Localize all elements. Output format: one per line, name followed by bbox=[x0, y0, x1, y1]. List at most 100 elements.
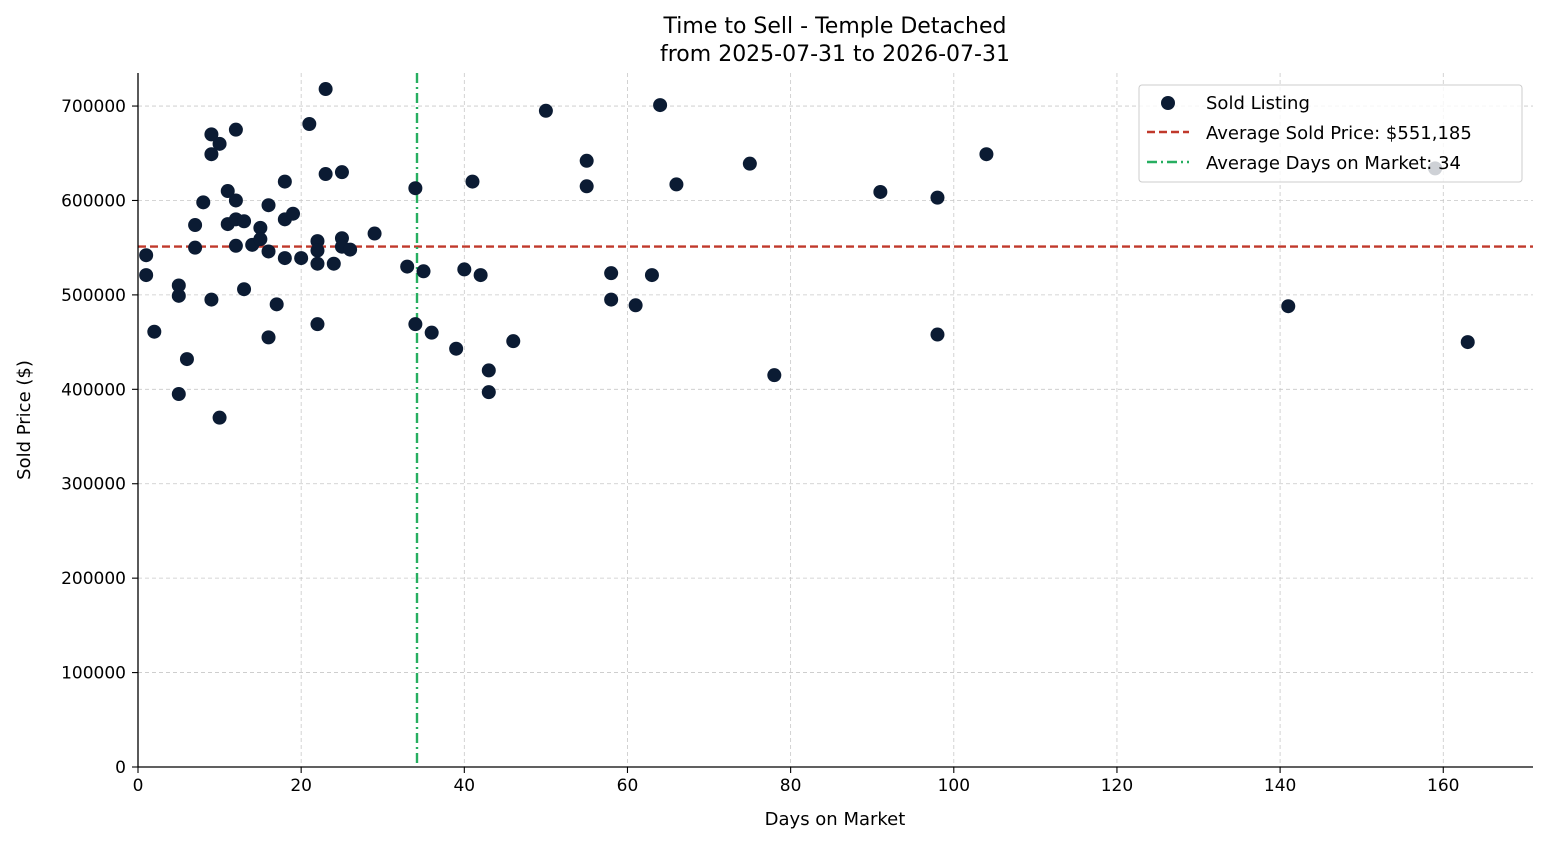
data-point bbox=[147, 324, 162, 339]
data-point bbox=[237, 214, 252, 229]
legend-label-sold-listing: Sold Listing bbox=[1206, 93, 1310, 114]
data-point bbox=[449, 341, 464, 356]
data-point bbox=[742, 156, 757, 171]
data-point bbox=[294, 251, 309, 266]
y-tick-label: 0 bbox=[115, 758, 126, 778]
y-tick-label: 200000 bbox=[61, 569, 126, 589]
data-points bbox=[139, 82, 1475, 425]
data-point bbox=[261, 244, 276, 259]
data-point bbox=[400, 259, 415, 274]
data-point bbox=[212, 410, 227, 425]
data-point bbox=[326, 256, 341, 271]
y-tick-label: 500000 bbox=[61, 286, 126, 306]
legend-label-average-days: Average Days on Market: 34 bbox=[1206, 153, 1461, 174]
data-point bbox=[212, 136, 227, 151]
data-point bbox=[873, 184, 888, 199]
axes bbox=[137, 73, 1533, 768]
data-point bbox=[139, 268, 154, 283]
data-point bbox=[481, 363, 496, 378]
data-point bbox=[979, 147, 994, 162]
data-point bbox=[237, 282, 252, 297]
chart-title: Time to Sell - Temple Detached bbox=[663, 14, 1007, 39]
data-point bbox=[465, 174, 480, 189]
data-point bbox=[343, 242, 358, 257]
data-point bbox=[196, 195, 211, 210]
data-point bbox=[644, 268, 659, 283]
data-point bbox=[220, 184, 235, 199]
data-point bbox=[228, 193, 243, 208]
data-point bbox=[473, 268, 488, 283]
data-point bbox=[408, 317, 423, 332]
legend-box bbox=[1138, 84, 1523, 183]
data-point bbox=[604, 266, 619, 281]
data-point bbox=[310, 243, 325, 258]
data-point bbox=[253, 232, 268, 247]
x-axis-title: Days on Market bbox=[765, 809, 906, 830]
x-tick-label: 20 bbox=[290, 776, 312, 796]
data-point bbox=[310, 256, 325, 271]
x-tick-label: 140 bbox=[1264, 776, 1296, 796]
legend-label-average-price: Average Sold Price: $551,185 bbox=[1206, 123, 1472, 144]
x-tick-label: 100 bbox=[938, 776, 970, 796]
x-tick-label: 0 bbox=[133, 776, 144, 796]
data-point bbox=[253, 220, 268, 235]
data-point bbox=[506, 334, 521, 349]
legend-marker-sold-listing bbox=[1161, 96, 1175, 110]
data-point bbox=[188, 240, 203, 255]
data-point bbox=[228, 122, 243, 137]
y-tick-label: 400000 bbox=[61, 380, 126, 400]
data-point bbox=[367, 226, 382, 241]
data-point bbox=[930, 190, 945, 205]
data-point bbox=[416, 264, 431, 279]
data-point bbox=[171, 288, 186, 303]
data-point bbox=[171, 387, 186, 402]
data-point bbox=[139, 248, 154, 263]
y-axis-title: Sold Price ($) bbox=[14, 360, 35, 480]
data-point bbox=[302, 116, 317, 131]
x-tick-label: 60 bbox=[617, 776, 639, 796]
y-tick-label: 300000 bbox=[61, 475, 126, 495]
y-tick-label: 600000 bbox=[61, 191, 126, 211]
data-point bbox=[286, 206, 300, 221]
data-point bbox=[334, 165, 349, 180]
data-point bbox=[310, 317, 325, 332]
ticks: 0 20 40 60 80 100 120 140 160 0 100000 200000 300000… bbox=[61, 97, 1459, 796]
data-point bbox=[179, 352, 194, 367]
data-point bbox=[318, 167, 333, 182]
data-point bbox=[261, 198, 276, 213]
data-point bbox=[261, 330, 276, 345]
x-tick-label: 40 bbox=[453, 776, 475, 796]
data-point bbox=[604, 292, 619, 307]
data-point bbox=[653, 98, 668, 113]
data-point bbox=[277, 174, 292, 189]
data-point bbox=[930, 327, 945, 342]
legend: Sold Listing Average Sold Price: $551,18… bbox=[1138, 84, 1523, 183]
data-point bbox=[579, 179, 594, 194]
data-point bbox=[204, 147, 219, 162]
data-point bbox=[579, 153, 594, 168]
y-tick-label: 700000 bbox=[61, 97, 126, 117]
data-point bbox=[188, 218, 203, 233]
x-tick-label: 160 bbox=[1427, 776, 1459, 796]
data-point bbox=[1281, 299, 1296, 314]
data-point bbox=[277, 251, 292, 266]
data-point bbox=[408, 181, 423, 196]
data-point bbox=[269, 297, 284, 312]
data-point bbox=[228, 238, 243, 253]
data-point bbox=[669, 177, 684, 192]
chart-subtitle: from 2025-07-31 to 2026-07-31 bbox=[660, 42, 1010, 67]
data-point bbox=[457, 262, 472, 277]
data-point bbox=[628, 298, 643, 313]
data-point bbox=[318, 82, 333, 97]
data-point bbox=[538, 103, 553, 118]
data-point bbox=[767, 368, 782, 383]
data-point bbox=[204, 127, 219, 142]
data-point bbox=[481, 385, 496, 400]
data-point bbox=[424, 325, 439, 340]
data-point bbox=[171, 278, 186, 293]
data-point bbox=[1460, 335, 1475, 350]
x-tick-label: 80 bbox=[780, 776, 802, 796]
y-tick-label: 100000 bbox=[61, 664, 126, 684]
